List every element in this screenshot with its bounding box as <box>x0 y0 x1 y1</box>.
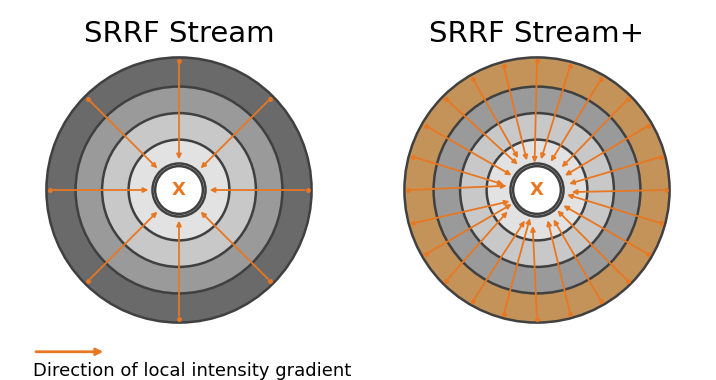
Text: SRRF Stream: SRRF Stream <box>84 20 274 48</box>
Circle shape <box>434 87 640 293</box>
Circle shape <box>405 57 669 323</box>
Circle shape <box>511 163 563 217</box>
Text: Direction of local intensity gradient: Direction of local intensity gradient <box>33 363 352 380</box>
Text: SRRF Stream+: SRRF Stream+ <box>430 20 644 48</box>
Circle shape <box>155 166 203 214</box>
Text: X: X <box>172 181 186 199</box>
Circle shape <box>487 139 587 241</box>
Text: X: X <box>530 181 544 199</box>
Circle shape <box>153 163 205 217</box>
Circle shape <box>76 87 282 293</box>
Circle shape <box>129 139 229 241</box>
Circle shape <box>102 113 256 267</box>
Circle shape <box>513 166 561 214</box>
Circle shape <box>460 113 614 267</box>
Circle shape <box>47 57 311 323</box>
